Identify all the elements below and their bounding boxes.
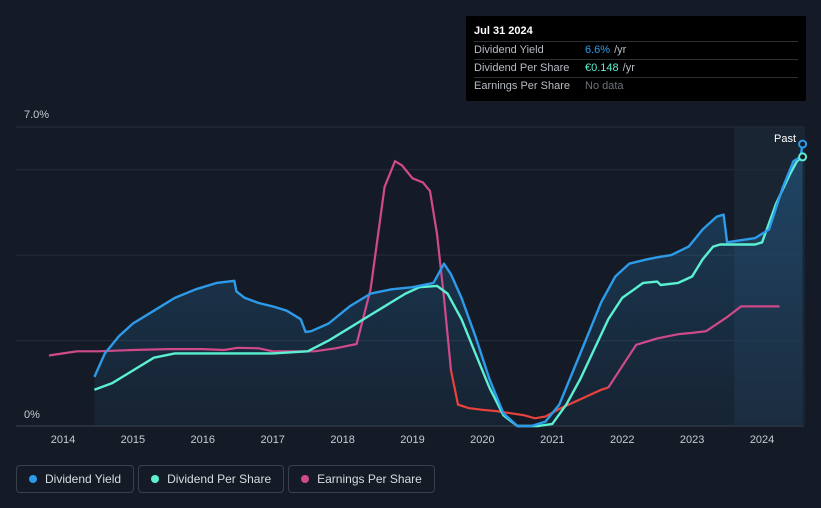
tooltip-value: 6.6% [585,44,611,56]
end-markers [798,139,808,162]
tooltip-label: Dividend Per Share [474,62,570,74]
tooltip-label: Earnings Per Share [474,80,570,92]
legend-label: Dividend Yield [45,472,122,486]
dividend-yield-area [94,144,803,426]
x-tick-label: 2020 [470,434,494,446]
series-fills [94,144,803,426]
series-lines [48,143,804,428]
x-tick-label: 2015 [121,434,145,446]
y-tick-label: 7.0% [24,109,49,121]
tooltip-row-dividend-per-share: Dividend Per Share €0.148 /yr [474,59,798,77]
earnings-per-share-line-negative-growth [449,370,609,420]
earnings-per-share-line [607,305,780,389]
tooltip-unit: /yr [622,62,635,74]
past-label: Past [774,133,796,145]
x-tick-label: 2022 [610,434,634,446]
tooltip-row-earnings-per-share: Earnings Per Share No data [474,77,798,95]
legend-item-dividend-per-share[interactable]: Dividend Per Share [138,465,285,493]
legend-label: Earnings Per Share [317,472,422,486]
x-tick-label: 2024 [750,434,774,446]
legend-dot-icon [301,475,310,483]
tooltip: Jul 31 2024 Dividend Yield 6.6% /yr Divi… [466,16,806,101]
tooltip-date: Jul 31 2024 [474,25,533,37]
x-tick-label: 2021 [540,434,564,446]
dividend-yield-end-marker [798,139,808,149]
dividend-per-share-end-marker [798,152,808,162]
tooltip-label: Dividend Yield [474,44,544,56]
legend-label: Dividend Per Share [167,472,272,486]
tooltip-value: €0.148 [585,62,619,74]
x-tick-label: 2023 [680,434,704,446]
x-tick-label: 2017 [260,434,284,446]
legend-dot-icon [29,475,37,483]
y-tick-label: 0% [24,409,40,421]
tooltip-nodata: No data [585,80,624,92]
earnings-per-share-line [48,159,453,371]
legend-item-dividend-yield[interactable]: Dividend Yield [16,465,135,493]
axis-labels: 7.0% 0% 2014 2015 2016 2017 2018 2019 2020 2021 20… [24,109,774,446]
tooltip-unit: /yr [614,44,627,56]
x-tick-label: 2018 [330,434,354,446]
legend-dot-icon [151,475,160,483]
legend-item-earnings-per-share[interactable]: Earnings Per Share [288,465,435,493]
x-tick-label: 2014 [51,434,75,446]
dividend-yield-line [93,143,804,428]
legend: Dividend Yield Dividend Per Share Earnin… [16,465,435,493]
tooltip-row-dividend-yield: Dividend Yield 6.6% /yr [474,41,798,59]
x-tick-label: 2019 [400,434,424,446]
x-tick-label: 2016 [191,434,215,446]
